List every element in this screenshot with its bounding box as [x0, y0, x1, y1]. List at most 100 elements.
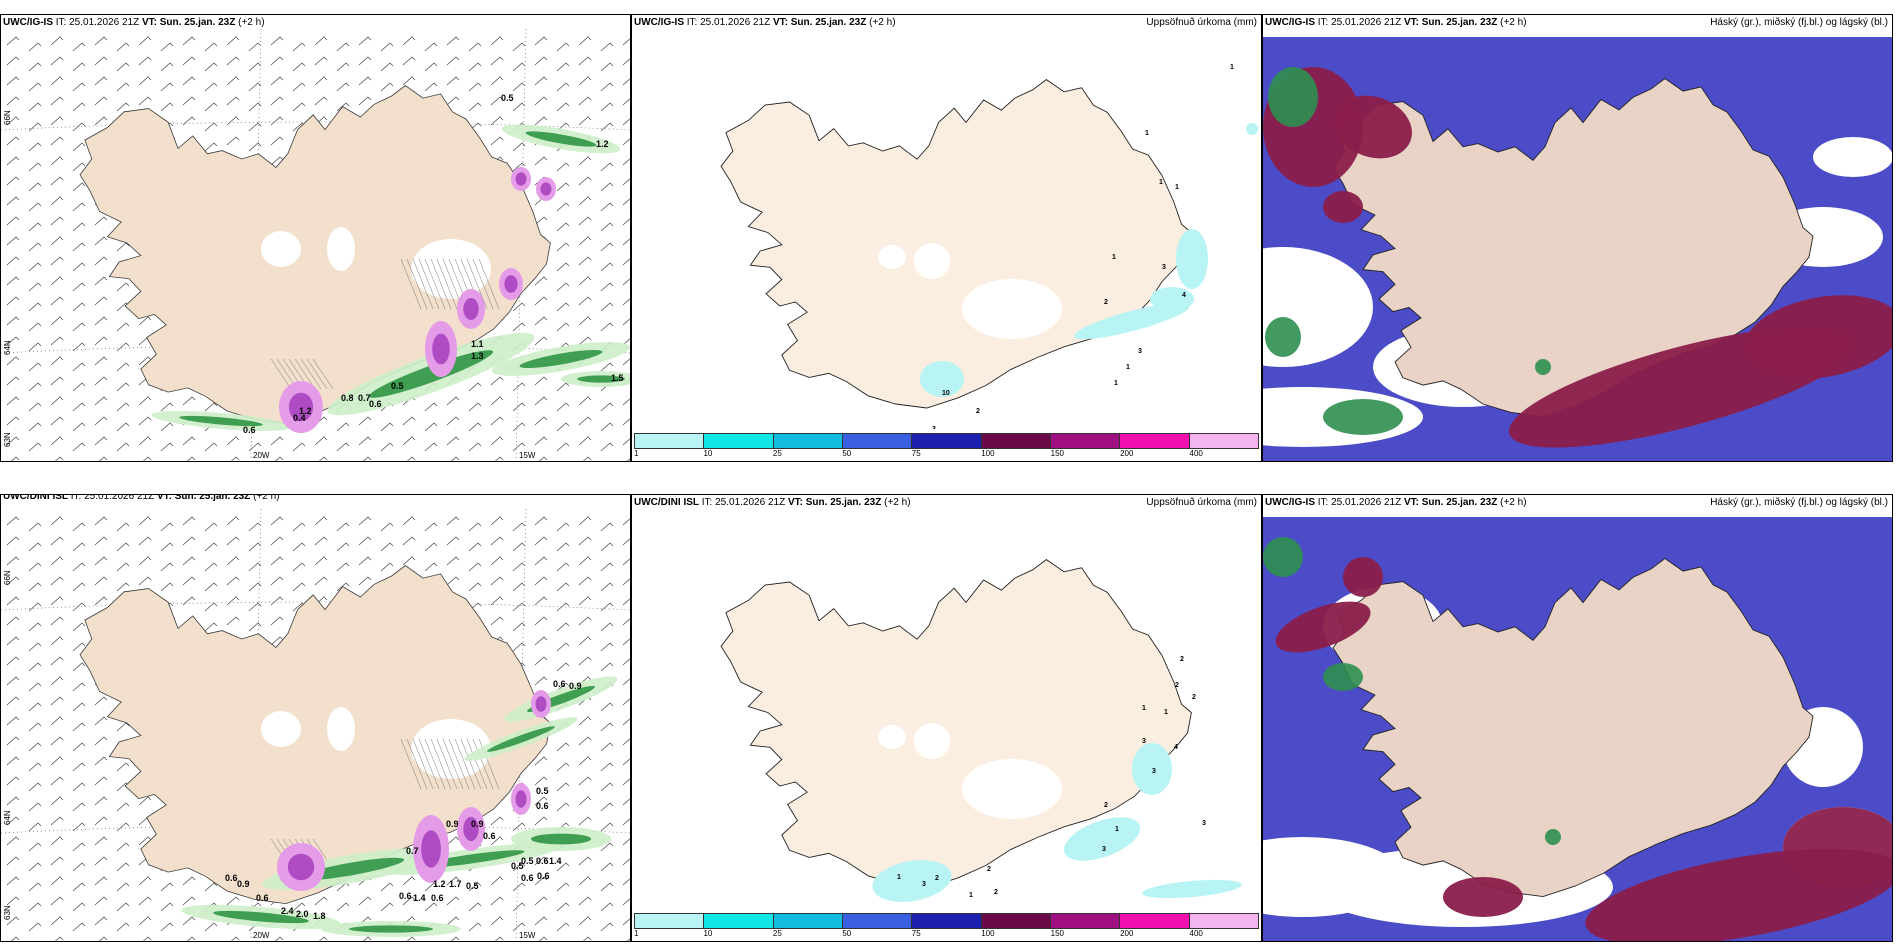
iceland-land	[1332, 77, 1814, 418]
wind-barb	[72, 242, 86, 252]
wind-barb	[50, 56, 64, 66]
colorbar-swatch	[635, 914, 705, 928]
wind-barb	[600, 642, 614, 652]
precip-value-label: 1.2	[299, 406, 312, 416]
precip-value-label: 1.4	[413, 893, 426, 903]
wind-barb	[556, 102, 570, 112]
wind-barb	[512, 422, 526, 432]
glacier	[327, 707, 355, 751]
cloud-high	[1323, 191, 1363, 223]
wind-barb	[94, 916, 108, 926]
precip-value-label: 2	[1192, 694, 1196, 701]
wind-barb	[116, 422, 130, 432]
colorbar-swatch	[1120, 434, 1190, 448]
wind-barb	[94, 76, 108, 86]
wind-barb	[490, 836, 504, 846]
wind-barb	[6, 816, 20, 826]
wind-barb	[28, 582, 42, 592]
wind-barb	[28, 322, 42, 332]
wind-barb	[94, 736, 108, 746]
wind-barb	[182, 396, 196, 406]
wind-barb	[6, 436, 20, 446]
wind-barb	[534, 656, 548, 666]
cloud-map	[1263, 37, 1892, 461]
wind-barb	[538, 456, 548, 461]
wind-barb	[72, 522, 86, 532]
wind-barb	[556, 302, 570, 312]
wind-barb	[534, 856, 548, 866]
wind-barb	[622, 898, 630, 906]
wind-barb	[490, 916, 504, 926]
precip-value-label: 2	[987, 866, 991, 873]
wind-barb	[50, 836, 64, 846]
wind-barb	[622, 258, 630, 266]
wind-barb	[50, 916, 64, 926]
precip-area	[1063, 817, 1141, 861]
wind-barb	[138, 576, 152, 586]
wind-barb	[94, 336, 108, 346]
wind-barb	[490, 76, 504, 86]
wind-barb	[402, 436, 416, 446]
wind-barb	[94, 56, 108, 66]
wind-barb	[28, 822, 42, 832]
wind-barb	[204, 142, 218, 152]
wind-barb	[512, 62, 526, 72]
precip-value-label: 3	[1162, 264, 1166, 271]
wind-barb	[248, 522, 262, 532]
wind-barb	[622, 318, 630, 326]
wind-barb	[578, 736, 592, 746]
precip-value-label: 0.4	[293, 413, 306, 423]
wind-barb	[6, 196, 20, 206]
hatch-line	[406, 258, 428, 310]
wind-barb	[424, 82, 438, 92]
wind-barb	[72, 402, 86, 412]
precip-value-label: 1	[1175, 184, 1179, 191]
wind-barb	[556, 402, 570, 412]
precip-core	[515, 790, 527, 808]
wind-barb	[292, 582, 306, 592]
wind-barb	[534, 96, 548, 106]
panel-title: UWC/DINI ISL IT: 25.01.2026 21Z VT: Sun.…	[634, 497, 911, 508]
wind-barb	[534, 676, 548, 686]
lat-label-63n: 63N	[3, 905, 12, 920]
precip-value-label: 2	[994, 889, 998, 896]
wind-barb	[94, 896, 108, 906]
wind-barb	[6, 876, 20, 886]
map-layers: 22211343213221132113	[720, 559, 1242, 902]
wind-barb	[490, 556, 504, 566]
wind-barb	[72, 382, 86, 392]
wind-barb	[402, 556, 416, 566]
wind-barb	[28, 622, 42, 632]
wind-barb	[72, 822, 86, 832]
map-layers	[1263, 37, 1892, 461]
glacier	[914, 723, 950, 759]
wind-barb	[116, 522, 130, 532]
precip-map: 22211343213221132113	[720, 559, 1242, 902]
precip-value-label: 1	[1126, 364, 1130, 371]
wind-barb	[362, 936, 372, 941]
wind-barb	[424, 442, 438, 452]
wind-barb	[186, 936, 196, 941]
wind-barb	[578, 296, 592, 306]
wind-barb	[226, 76, 240, 86]
precip-value-label: 1.3	[471, 351, 484, 361]
wind-barb	[600, 722, 614, 732]
wind-barb	[50, 216, 64, 226]
precip-value-label: 2.4	[281, 906, 294, 916]
wind-barb	[72, 202, 86, 212]
precip-value-label: 0.7	[358, 393, 371, 403]
wind-barb	[406, 936, 416, 941]
wind-barb	[600, 222, 614, 232]
wind-barb	[94, 116, 108, 126]
colorbar-tick-label: 150	[1050, 449, 1064, 458]
wind-barb	[226, 616, 240, 626]
wind-barb	[160, 902, 174, 912]
wind-barb	[50, 736, 64, 746]
wind-barb	[314, 76, 328, 86]
wind-barb	[490, 896, 504, 906]
wind-barb	[6, 136, 20, 146]
wind-barb	[600, 782, 614, 792]
wind-barb	[138, 876, 152, 886]
wind-barb	[622, 838, 630, 846]
wind-barb	[28, 722, 42, 732]
